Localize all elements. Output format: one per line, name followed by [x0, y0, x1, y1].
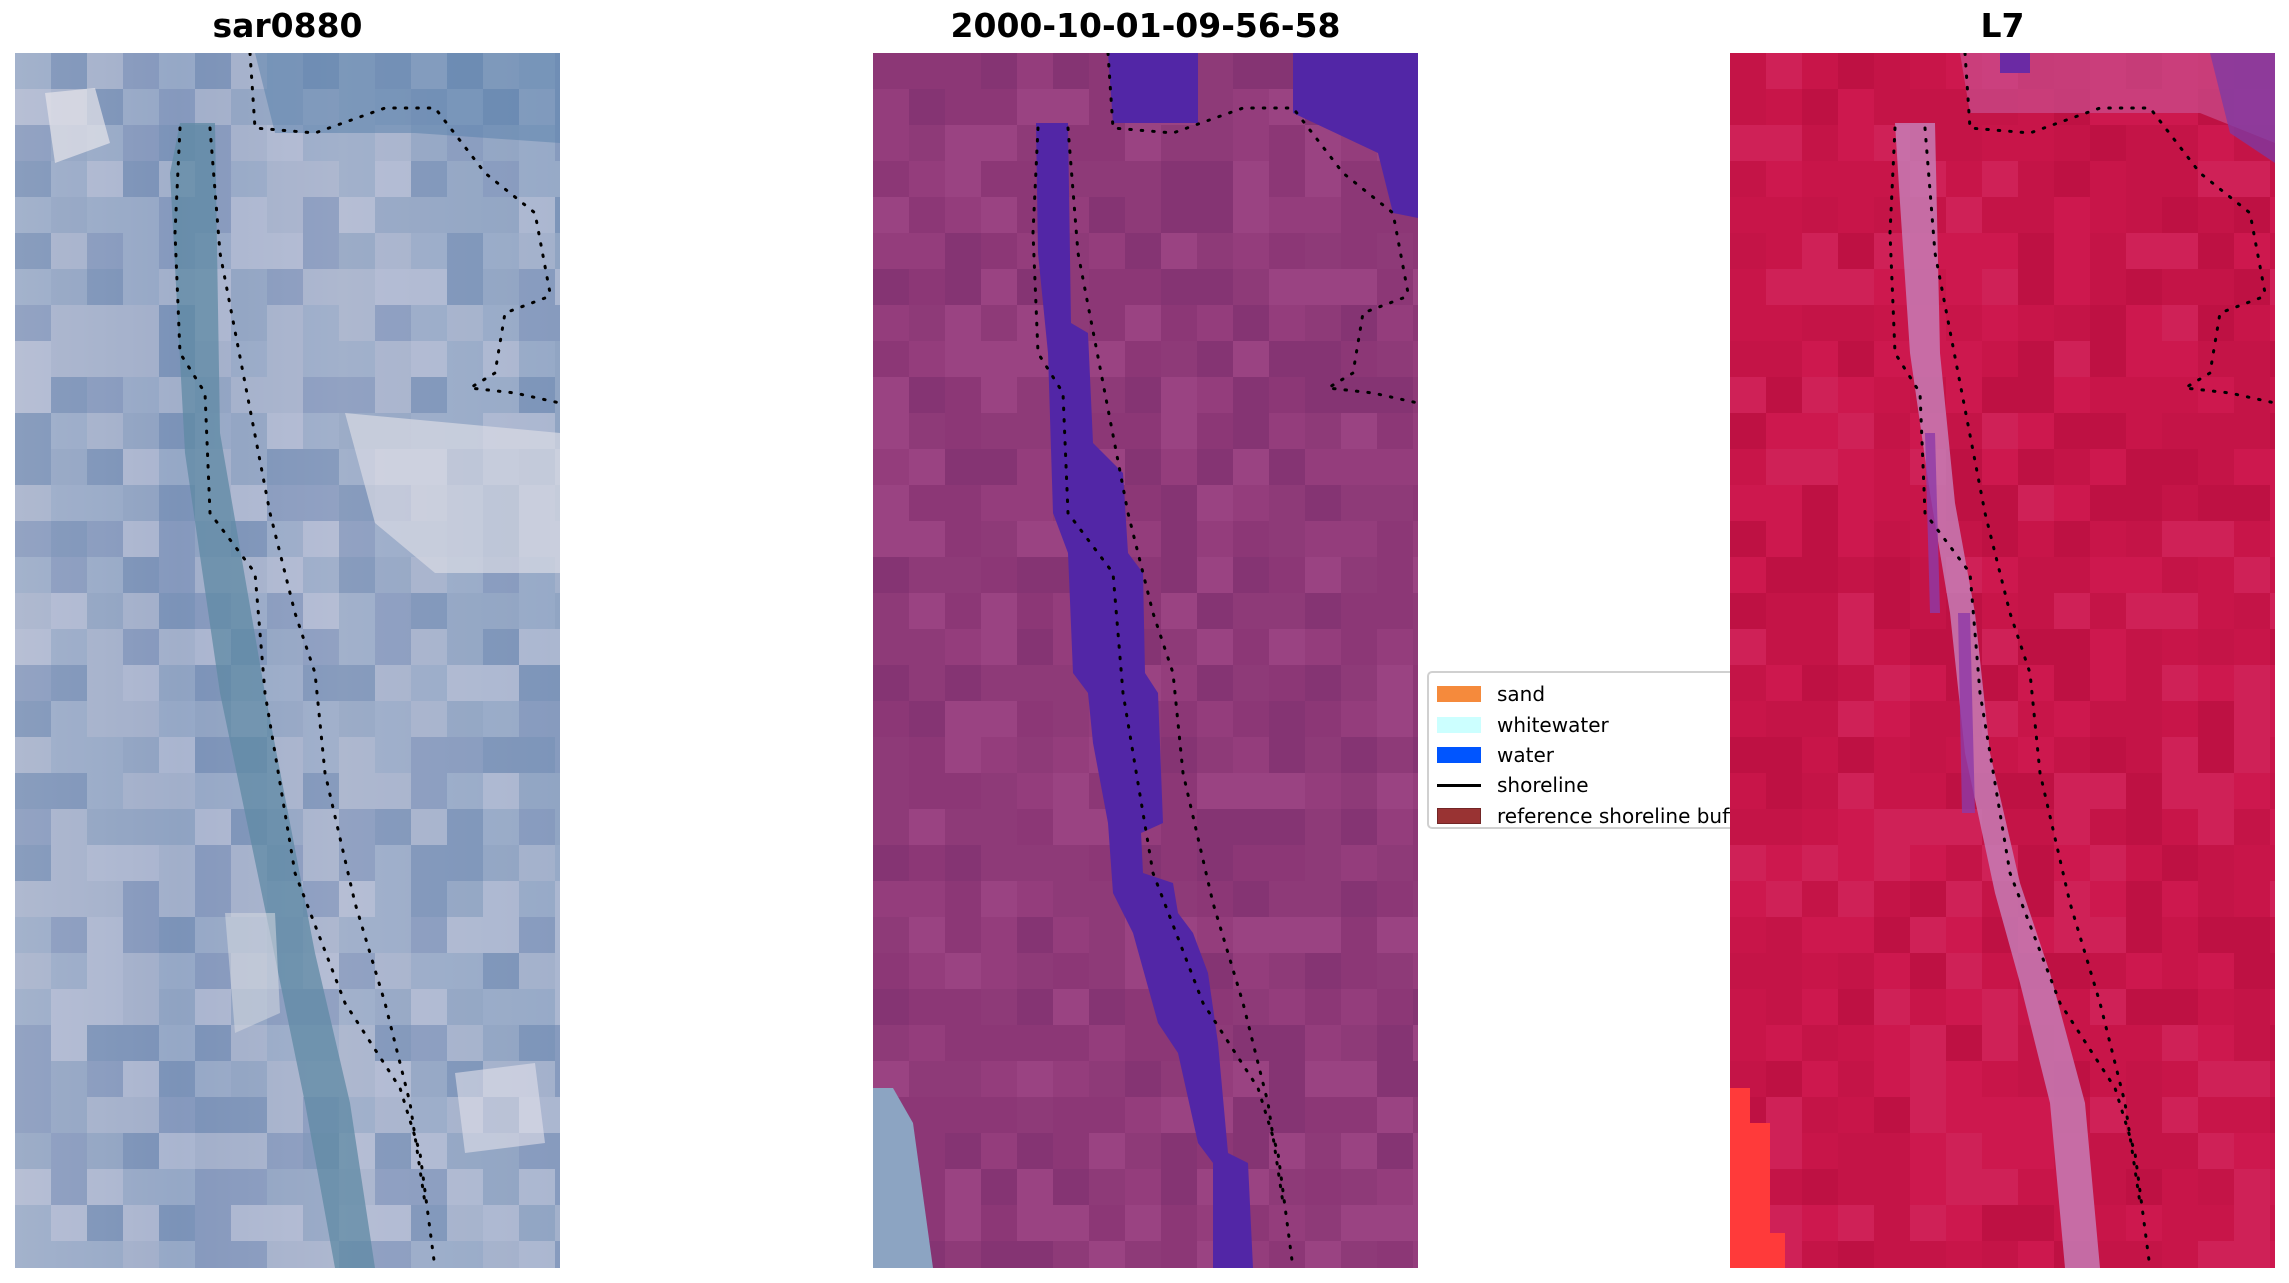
water-channel [1036, 123, 1253, 1268]
classification-image-canvas [873, 53, 1418, 1268]
legend-item-shoreline: shoreline [1437, 770, 1730, 800]
classification-texture [873, 53, 1418, 1268]
legend-item-whitewater: whitewater [1437, 709, 1730, 739]
sand-swatch [1437, 686, 1481, 703]
legend: sand whitewater water shoreline referenc… [1427, 671, 1730, 829]
water-top-right [1108, 53, 1198, 123]
legend-item-reference-buffer: reference shoreline buffer [1437, 801, 1730, 828]
classification-image-panel [873, 53, 1418, 1268]
shoreline-dots-index [1888, 53, 2275, 1268]
legend-label-shoreline: shoreline [1497, 773, 1589, 798]
legend-item-water: water [1437, 740, 1730, 770]
index-image-canvas [1730, 53, 2275, 1268]
reference-buffer-swatch [1437, 807, 1481, 824]
legend-label-water: water [1497, 742, 1554, 767]
index-image-panel [1730, 53, 2275, 1268]
legend-label-sand: sand [1497, 682, 1546, 707]
water-top-right-2 [1293, 53, 1418, 218]
shoreline-dots-rgb [173, 53, 560, 1268]
legend-label-reference-buffer: reference shoreline buffer [1497, 803, 1730, 828]
shoreline-line-swatch [1437, 777, 1481, 793]
whitewater-swatch [1437, 716, 1481, 733]
rgb-image-panel [15, 53, 560, 1268]
panel-title-classification: 2000-10-01-09-56-58 [950, 6, 1341, 45]
legend-label-whitewater: whitewater [1497, 712, 1609, 737]
legend-item-sand: sand [1437, 679, 1730, 709]
panel-title-rgb: sar0880 [212, 6, 363, 45]
rgb-image-canvas [15, 53, 560, 1268]
index-texture [1730, 53, 2275, 1268]
panel-title-index: L7 [1980, 6, 2025, 45]
water-swatch [1437, 746, 1481, 763]
shoreline-dots-class [1031, 53, 1418, 1268]
